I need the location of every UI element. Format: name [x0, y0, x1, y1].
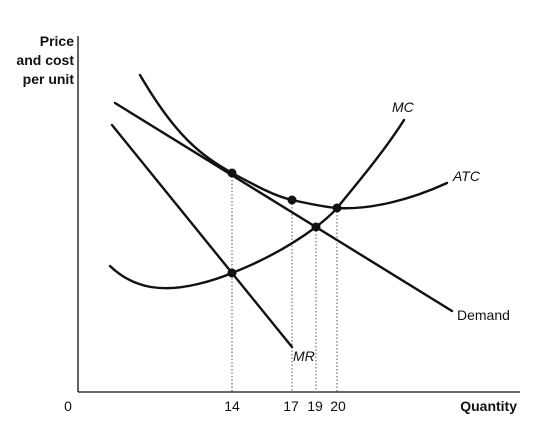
- x-axis-label: Quantity: [460, 398, 517, 414]
- origin-label: 0: [64, 398, 72, 414]
- mr-label: MR: [293, 348, 315, 364]
- atc-curve: [138, 73, 449, 210]
- point-atc-demand-14: [227, 168, 237, 178]
- y-axis-label-line-2: and cost: [16, 52, 74, 68]
- mc-curve: [108, 118, 406, 290]
- point-atc-17: [287, 195, 297, 205]
- y-axis-label-line-1: Price: [40, 33, 74, 49]
- x-tick-19: 19: [307, 398, 323, 414]
- mc-label: MC: [392, 99, 415, 115]
- demand-label: Demand: [457, 307, 510, 323]
- mr-curve: [110, 123, 294, 349]
- demand-curve: [113, 101, 454, 313]
- y-axis-label-line-3: per unit: [23, 71, 75, 87]
- x-tick-17: 17: [283, 398, 299, 414]
- point-mr-mc-14: [227, 268, 237, 278]
- atc-label: ATC: [452, 168, 481, 184]
- x-tick-14: 14: [224, 398, 240, 414]
- point-mc-demand-19: [311, 222, 321, 232]
- point-mc-atc-20: [332, 203, 342, 213]
- x-tick-20: 20: [330, 398, 346, 414]
